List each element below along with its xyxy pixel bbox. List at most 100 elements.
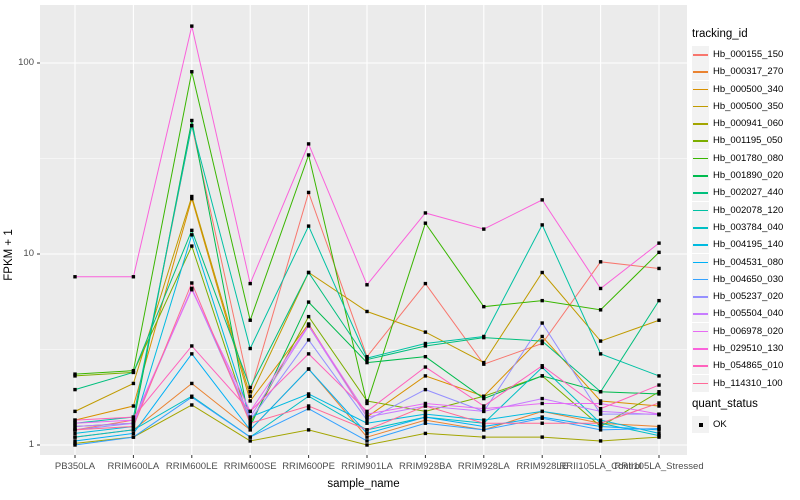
data-point: [598, 428, 603, 432]
data-point: [190, 194, 194, 199]
x-tick-label: RRII105LA_Stressed: [614, 461, 704, 472]
data-point: [190, 281, 194, 285]
legend-label: Hb_004195_140: [713, 239, 784, 251]
data-point: [190, 344, 194, 348]
data-point: [248, 318, 252, 322]
data-point: [190, 123, 194, 128]
data-point: [423, 374, 428, 378]
series-color-swatch: [693, 71, 708, 73]
y-axis-title: FPKM + 1: [3, 229, 15, 281]
series-color-swatch: [693, 105, 708, 108]
data-point: [306, 224, 311, 228]
x-tick-label: RRIM600LA: [107, 461, 160, 472]
data-point: [306, 314, 311, 319]
data-point: [598, 421, 603, 425]
data-point: [482, 304, 486, 309]
data-point: [423, 418, 428, 422]
data-point: [657, 404, 661, 408]
data-point: [248, 394, 252, 398]
legend-key-line-icon: [692, 97, 709, 115]
data-point: [657, 266, 661, 271]
legend-item: Hb_000155_150: [692, 46, 800, 63]
legend-item: Hb_004650_030: [692, 270, 800, 288]
data-point: [73, 443, 77, 447]
data-point: [306, 300, 311, 304]
y-tick-label: 1: [28, 439, 34, 450]
legend-key-line-icon: [692, 167, 709, 185]
data-points: [73, 24, 661, 447]
legend-key-line-icon: [692, 63, 709, 81]
legend-label: OK: [713, 419, 727, 430]
legend-item: Hb_004195_140: [692, 236, 800, 254]
legend-item: Hb_029510_130: [692, 340, 800, 358]
data-point: [657, 250, 661, 255]
data-point: [306, 352, 311, 356]
data-point: [423, 401, 428, 406]
legend-label: Hb_002078_120: [713, 204, 784, 216]
data-point: [190, 352, 194, 356]
data-point: [131, 435, 136, 439]
data-point: [657, 392, 661, 396]
data-point: [423, 412, 428, 416]
data-point: [482, 428, 486, 432]
legend-item: Hb_054865_010: [692, 357, 800, 375]
legend-key-line-icon: [692, 201, 709, 219]
data-point: [131, 421, 136, 425]
data-point: [190, 244, 194, 248]
data-point: [598, 399, 603, 403]
legend-key-line-icon: [692, 218, 709, 236]
data-point: [657, 431, 661, 436]
data-point: [423, 221, 428, 225]
series-color-swatch: [693, 313, 708, 316]
legend-key-line-icon: [692, 305, 709, 323]
data-point: [306, 323, 311, 327]
series-color-swatch: [693, 244, 708, 246]
data-point: [73, 387, 77, 392]
data-point: [306, 190, 311, 195]
legend-items: Hb_000155_150 Hb_000317_270 Hb_000500_340 H…: [692, 46, 800, 392]
legend-label: Hb_005237_020: [713, 291, 784, 303]
data-point: [598, 308, 603, 312]
series-color-swatch: [693, 209, 708, 212]
data-point: [306, 404, 311, 408]
data-point: [365, 401, 369, 406]
y-tick-label: 100: [18, 57, 34, 68]
data-point: [482, 227, 486, 231]
data-point: [73, 409, 77, 414]
data-point: [540, 421, 544, 425]
legend-label: Hb_005504_040: [713, 308, 784, 320]
data-point: [482, 418, 486, 422]
data-point: [73, 374, 77, 378]
legend-label: Hb_003784_040: [713, 221, 784, 233]
data-point: [598, 390, 603, 394]
data-point: [540, 364, 544, 368]
data-point: [73, 435, 77, 439]
data-point: [423, 211, 428, 215]
data-point: [423, 415, 428, 419]
data-point: [482, 394, 486, 398]
data-point: [598, 286, 603, 291]
legend-key-line-icon: [692, 374, 709, 392]
legend-key-line-icon: [692, 149, 709, 167]
data-point: [73, 372, 77, 376]
data-point: [423, 387, 428, 392]
series-color-swatch: [693, 382, 708, 385]
data-point: [540, 396, 544, 401]
data-point: [598, 401, 603, 406]
data-point: [423, 344, 428, 348]
x-tick-label: RRIM928LE: [516, 461, 569, 472]
legend-item: Hb_000500_340: [692, 80, 800, 98]
data-point: [657, 374, 661, 378]
legend-key-line-icon: [692, 115, 709, 133]
series-color-swatch: [693, 365, 708, 367]
legend-label: Hb_004650_030: [713, 273, 784, 285]
legend-key-line-icon: [692, 46, 709, 63]
data-point: [365, 283, 369, 287]
data-point: [365, 428, 369, 432]
legend-item: Hb_001195_050: [692, 132, 800, 150]
legend-item: Hb_002078_120: [692, 201, 800, 219]
data-point: [365, 415, 369, 419]
x-tick-label: RRIM600LE: [165, 461, 218, 472]
legend-label: Hb_000317_270: [713, 66, 784, 78]
data-point: [248, 418, 252, 422]
